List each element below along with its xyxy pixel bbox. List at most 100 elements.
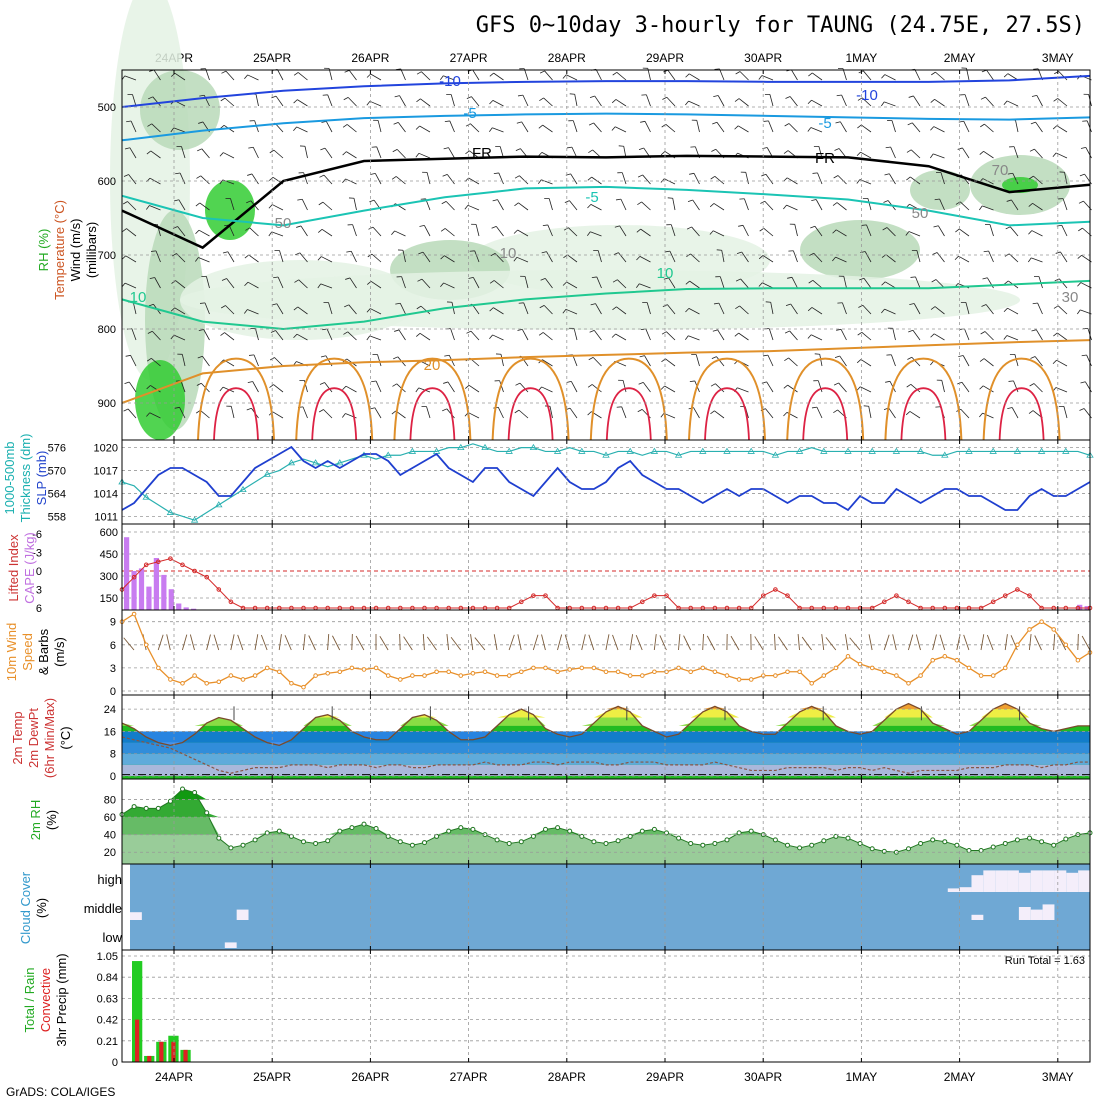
wind-barb-flag [489, 100, 494, 105]
wind-barb [1031, 230, 1043, 237]
lifted-index-point [990, 599, 996, 605]
lifted-index-line [121, 558, 1090, 609]
wind-barb [689, 280, 700, 289]
precip-convective-bar [183, 1049, 188, 1062]
wind-barb [1012, 173, 1019, 185]
wind-barb [569, 407, 578, 419]
wind-barb [642, 382, 651, 393]
wind-barb-flag [834, 148, 840, 151]
wind-barb-flag [197, 148, 202, 152]
wind-barb [426, 406, 431, 419]
wind-barb-flag [415, 153, 420, 158]
wind-barb [149, 205, 161, 211]
wind-barb [273, 149, 284, 159]
wind-barb-flag [174, 406, 180, 409]
wind-barb [863, 278, 872, 289]
temperature-contour-25 [605, 387, 652, 441]
wind-barb-flag [881, 308, 885, 314]
wind-barb-flag [220, 305, 226, 309]
wind-barb [222, 179, 235, 185]
bottom-date-label: 3MAY [1042, 1070, 1074, 1084]
wind-barb-flag [416, 71, 422, 75]
wind-barb [327, 94, 333, 107]
wind-barb [740, 278, 749, 289]
wind-barb-flag [539, 97, 544, 101]
wind-barb [860, 386, 872, 393]
wind-barb-flag [685, 280, 690, 285]
wind-barb [297, 306, 308, 315]
wind-barb [664, 385, 676, 393]
cape-bar [176, 603, 182, 610]
wind-barb-flag [930, 306, 936, 310]
wind-barb-flag [932, 252, 938, 255]
wind-barb [989, 224, 994, 237]
thickness-point [505, 447, 513, 454]
wind-barb [348, 70, 357, 81]
wind-barb-flag [713, 302, 719, 305]
wind-barb [277, 276, 284, 289]
wind-barb-flag [542, 224, 548, 227]
wind-barb [911, 122, 921, 133]
wind-barb [713, 203, 725, 211]
wind-barb [225, 305, 235, 315]
wind-barb-flag [146, 357, 152, 362]
rh-point [1039, 839, 1045, 845]
wind-barb [761, 75, 774, 81]
wind-barb [352, 224, 357, 237]
wind-barb [964, 94, 970, 107]
wind-barb [467, 204, 480, 211]
rh-point [712, 840, 718, 846]
wind-barb [909, 411, 921, 419]
rh-point [446, 828, 452, 834]
wind-barb [518, 409, 529, 419]
rh-point [651, 826, 657, 832]
wind-barb [891, 120, 896, 133]
wind-speed-point [1027, 627, 1032, 632]
wind-barb [173, 334, 186, 341]
wind-barb [130, 355, 137, 367]
wind-barb [271, 231, 284, 237]
wind-barb-flag [909, 303, 915, 306]
wind-barb [260, 634, 268, 651]
wind-barb-flag [663, 277, 669, 280]
rh-point [833, 833, 839, 839]
wind-barb [200, 175, 210, 185]
wind-speed-point [192, 673, 197, 678]
wind-barb [849, 637, 861, 651]
wind-barb-flag [538, 332, 544, 336]
wind-barb [247, 309, 259, 315]
wind-barb-flag [1007, 407, 1013, 410]
wind-barb [149, 412, 161, 419]
wind-barb [617, 279, 627, 289]
wind-barb-flag [957, 147, 963, 150]
wind-barb-flag [1054, 278, 1060, 282]
lifted-index-point [216, 587, 222, 592]
rh-band [122, 789, 1090, 800]
wind-barb [986, 69, 994, 81]
wind-barb-flag [1031, 329, 1037, 332]
wind-barb-flag [1032, 302, 1038, 305]
cloud-clear-cell [1042, 904, 1055, 920]
wind-barb [237, 634, 244, 651]
wind-barb-flag [783, 204, 787, 210]
lifted-index-point [664, 593, 669, 598]
wind-barb [255, 94, 259, 107]
wind-barb-flag [587, 231, 591, 236]
rh-tick-label: 40 [104, 830, 116, 842]
wind-barb [635, 634, 643, 651]
cloud-clear-cell [1030, 909, 1043, 920]
precip-side-label: 3hr Precip (mm) [54, 953, 69, 1046]
wind-barb-flag [418, 251, 424, 255]
wind-barb [861, 124, 872, 133]
temperature-contour [121, 74, 1091, 108]
wind-barb-flag [344, 70, 350, 73]
wind-barb [574, 94, 578, 107]
lifted-index-point [519, 599, 524, 605]
rh-point [349, 825, 355, 831]
wind-barb [737, 387, 749, 393]
wind-barb [497, 199, 504, 211]
wind-barb [793, 250, 798, 263]
thickness-point [965, 447, 973, 454]
wind-barb [498, 172, 504, 185]
wind-barb [861, 331, 872, 341]
